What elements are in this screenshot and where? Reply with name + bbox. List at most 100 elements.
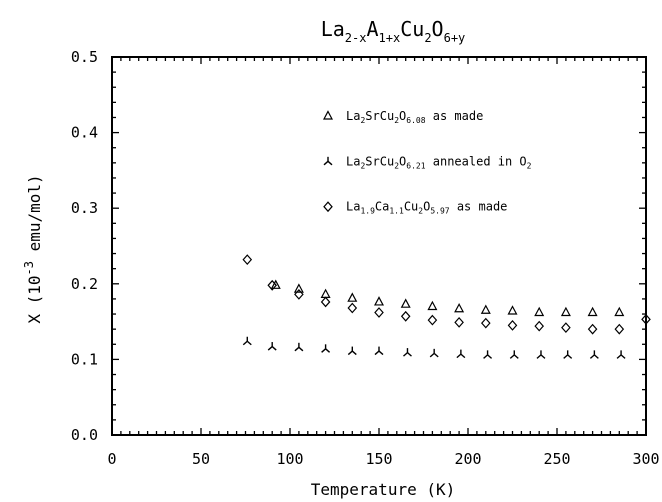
y-tick-label: 0.5 [71,48,98,66]
data-point-tripod [347,346,357,356]
legend-marker-triangle [323,110,333,120]
data-point-triangle [293,283,304,293]
data-point-diamond [427,314,438,326]
text-part-3: 1.1 [389,207,404,216]
data-point-diamond [320,296,331,308]
data-point-triangle [534,306,545,317]
legend-marker-tripod [323,156,333,166]
data-point-diamond [294,288,304,300]
text-part-7: 6+y [444,31,466,45]
data-point-tripod [403,348,412,357]
text-part-6: O [432,17,444,41]
data-point-diamond [347,302,358,314]
data-point-tripod [616,350,626,359]
data-point-diamond [534,320,545,332]
legend-label: La2SrCu2O6.08 as made [346,109,483,125]
data-point-diamond [587,323,598,335]
data-point-triangle [270,279,281,289]
data-point-diamond [454,316,464,328]
x-tick-label: 250 [543,450,570,468]
text-part-4: Cu [404,200,418,214]
x-tick-label: 0 [107,450,116,468]
text-part-1: 2-x [345,31,367,45]
data-point-triangle [560,306,571,317]
data-point-tripod [483,350,493,359]
data-point-diamond [507,319,518,331]
data-point-diamond [267,279,278,291]
text-part-5: 6.21 [406,161,425,170]
text-part-1: 2 [360,161,365,170]
data-point-diamond [561,322,571,334]
data-point-triangle [374,296,384,306]
text-part-4: O [399,109,406,123]
x-tick-label: 200 [454,450,481,468]
text-part-5: 2 [418,207,423,216]
data-point-tripod [536,350,546,359]
y-axis-label: X (10-3 emu/mol) [22,174,44,323]
chart-title: La2-xA1+xCu2O6+y [321,17,466,45]
series-2 [242,336,626,359]
x-tick-label: 150 [365,450,392,468]
text-part-6: as made [426,109,484,123]
data-point-triangle [400,298,411,308]
text-part-6: O [423,200,430,214]
data-point-triangle [320,288,331,298]
data-point-tripod [456,349,466,359]
data-point-diamond [480,317,491,329]
text-part-5: 2 [424,31,431,45]
data-point-tripod [429,348,439,358]
y-tick-label: 0.3 [71,199,98,217]
text-part-0: La [346,200,360,214]
text-part-0: La [346,154,360,168]
data-point-tripod [321,344,331,353]
data-point-diamond [374,307,384,318]
text-part-2: A [366,17,378,41]
data-point-tripod [509,350,519,359]
legend-entry-2: La2SrCu2O6.21 annealed in O2 [323,154,532,170]
text-part-1: 1.9 [360,207,375,216]
text-part-4: O [399,154,406,168]
text-part-3: 2 [394,161,399,170]
y-tick-label: 0.0 [71,426,98,444]
data-points [242,254,651,359]
data-point-diamond [641,313,651,325]
data-point-tripod [242,336,252,346]
text-part-7: 2 [527,161,532,170]
data-point-triangle [587,306,598,317]
data-point-triangle [427,300,438,311]
legend-entry-1: La2SrCu2O6.08 as made [323,109,483,125]
text-part-2: SrCu [365,154,394,168]
series-1 [270,279,625,317]
text-part-3: 1+x [379,31,401,45]
y-axis: 0.0 0.1 0.2 0.3 0.4 0.5 [71,48,646,444]
data-point-triangle [454,302,465,313]
text-part-6: annealed in O [426,154,527,168]
x-tick-label: 300 [632,450,659,468]
data-point-tripod [294,342,304,352]
data-point-triangle [507,305,518,315]
y-tick-label: 0.4 [71,124,98,142]
series-3 [242,254,651,335]
x-tick-label: 50 [192,450,210,468]
text-part-3: 2 [394,116,399,125]
x-tick-label: 100 [276,450,303,468]
x-axis-label: Temperature (K) [311,480,456,499]
data-point-tripod [374,346,384,356]
y-tick-label: 0.2 [71,275,98,293]
y-tick-label: 0.1 [71,350,98,368]
data-point-tripod [267,342,277,351]
data-point-diamond [400,310,411,322]
legend-marker-diamond [323,201,333,213]
data-point-triangle [614,306,625,317]
data-point-diamond [614,323,625,335]
text-part-8: as made [450,200,508,214]
text-part-2: Ca [375,200,389,214]
text-part-4: Cu [400,17,424,41]
text-part-0: X (10 [25,275,44,323]
data-point-triangle [480,304,491,314]
text-part-1: -3 [22,261,36,275]
text-part-7: 5.97 [430,207,449,216]
text-part-2: SrCu [365,109,394,123]
